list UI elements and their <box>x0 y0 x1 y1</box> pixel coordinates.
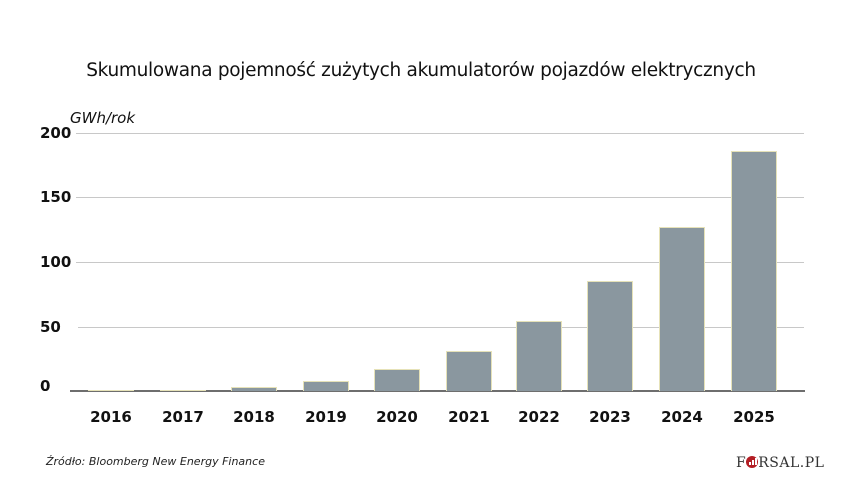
y-tick-0: 0 <box>40 377 51 395</box>
bar-2020 <box>374 369 420 391</box>
x-axis-baseline <box>70 390 805 392</box>
gridline-200 <box>76 133 804 134</box>
y-tick-100: 100 <box>40 253 72 271</box>
gridline-50 <box>78 327 804 328</box>
forsal-logo: F RSAL.PL <box>736 455 824 471</box>
x-tick-2025: 2025 <box>733 408 775 426</box>
bar-2025 <box>731 151 777 391</box>
y-tick-50: 50 <box>40 318 61 336</box>
bar-2022 <box>516 321 562 391</box>
logo-suffix: RSAL.PL <box>758 455 825 471</box>
x-tick-2020: 2020 <box>376 408 418 426</box>
logo-chart-icon <box>746 456 759 468</box>
x-tick-2022: 2022 <box>518 408 560 426</box>
logo-prefix: F <box>736 455 747 471</box>
bar-2019 <box>303 381 349 391</box>
y-tick-150: 150 <box>40 188 72 206</box>
chart-title: Skumulowana pojemność zużytych akumulato… <box>86 60 756 81</box>
bar-2024 <box>659 227 705 391</box>
bar-2023 <box>587 281 633 391</box>
bar-2017 <box>160 390 206 391</box>
x-tick-2019: 2019 <box>305 408 347 426</box>
x-tick-2016: 2016 <box>90 408 132 426</box>
gridline-150 <box>76 197 804 198</box>
gridline-100 <box>76 262 804 263</box>
bar-2021 <box>446 351 492 391</box>
x-tick-2017: 2017 <box>162 408 204 426</box>
bar-2018 <box>231 387 277 391</box>
x-tick-2021: 2021 <box>448 408 490 426</box>
y-tick-200: 200 <box>40 124 72 142</box>
bar-2016 <box>88 390 134 391</box>
x-tick-2023: 2023 <box>589 408 631 426</box>
y-axis-unit-label: GWh/rok <box>70 109 136 127</box>
source-note: Źródło: Bloomberg New Energy Finance <box>46 455 265 468</box>
x-tick-2024: 2024 <box>661 408 703 426</box>
x-tick-2018: 2018 <box>233 408 275 426</box>
